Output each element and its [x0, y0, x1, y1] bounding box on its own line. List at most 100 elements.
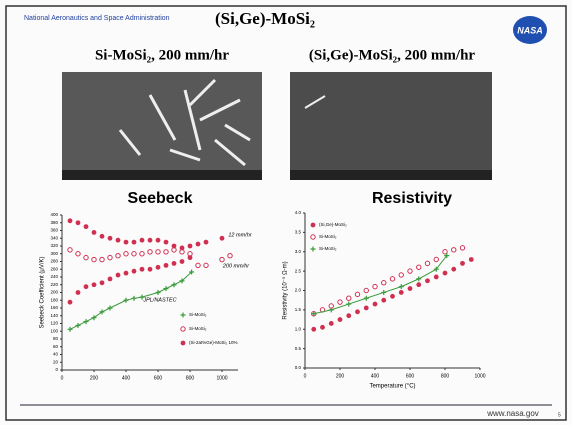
x-tick-label: 800 [186, 375, 195, 381]
annotation: JPL/NASTEC [142, 297, 176, 303]
y-tick-label: 4.0 [295, 210, 302, 215]
marker [408, 269, 412, 273]
marker [84, 224, 89, 229]
marker [164, 240, 169, 245]
panel-caption: (Si,Ge)-MoSi₂, 200 mm/hr [309, 47, 475, 63]
marker [132, 252, 136, 256]
x-tick-label: 200 [90, 375, 99, 381]
y-tick-label: 100 [50, 328, 58, 333]
marker [132, 269, 137, 274]
marker [347, 296, 351, 300]
y-tick-label: 400 [50, 212, 58, 217]
legend-label: (Si-2at%Ge)-MoSi₂ 10% [189, 340, 238, 345]
marker [320, 325, 325, 330]
y-tick-label: 0.5 [295, 346, 302, 351]
marker [84, 284, 89, 289]
y-tick-label: 3.5 [295, 230, 302, 235]
marker [140, 238, 145, 243]
x-tick-label: 1000 [474, 373, 485, 379]
x-axis-label: Temperature (°C) [369, 384, 415, 390]
marker [434, 275, 439, 280]
marker [399, 273, 403, 277]
legend-label: (Si,Ge)-MoSi₂ [319, 222, 347, 227]
marker [382, 281, 386, 285]
marker [355, 292, 359, 296]
marker [390, 277, 394, 281]
marker [434, 257, 438, 261]
y-tick-label: 2.0 [295, 288, 302, 293]
marker [124, 271, 129, 276]
marker [180, 246, 185, 251]
y-tick-label: 240 [50, 274, 58, 279]
footer-url: www.nasa.gov [486, 409, 539, 418]
marker [417, 265, 421, 269]
marker [172, 244, 177, 249]
y-tick-label: 160 [50, 305, 58, 310]
marker [416, 282, 421, 287]
annotation: 200 mm/hr [222, 263, 250, 269]
x-tick-label: 400 [371, 373, 380, 379]
y-tick-label: 340 [50, 235, 58, 240]
marker [148, 267, 153, 272]
marker [84, 255, 88, 259]
y-tick-label: 260 [50, 266, 58, 271]
marker [460, 246, 464, 250]
marker [140, 267, 145, 272]
marker [180, 259, 185, 264]
y-tick-label: 60 [53, 344, 59, 349]
x-tick-label: 0 [61, 375, 64, 381]
y-tick-label: 120 [50, 321, 58, 326]
marker [460, 261, 465, 266]
marker [76, 290, 81, 295]
slide: National Aeronautics and Space Administr… [0, 0, 572, 425]
marker [346, 313, 351, 318]
marker [311, 327, 316, 332]
marker [188, 255, 193, 260]
marker [196, 242, 201, 247]
y-tick-label: 380 [50, 220, 58, 225]
y-tick-label: 300 [50, 251, 58, 256]
x-tick-label: 1000 [216, 375, 227, 381]
marker [108, 277, 113, 282]
y-axis-label: Seebeck Coefficient (μV/K) [40, 256, 46, 328]
marker [68, 248, 72, 252]
y-tick-label: 80 [53, 336, 59, 341]
legend-marker [181, 341, 186, 346]
y-tick-label: 40 [53, 352, 59, 357]
y-tick-label: 1.0 [295, 326, 302, 331]
marker [124, 252, 128, 256]
y-tick-label: 140 [50, 313, 58, 318]
micrograph [62, 72, 262, 180]
marker [100, 234, 105, 239]
x-tick-label: 400 [122, 375, 131, 381]
marker [220, 236, 225, 241]
marker [164, 263, 169, 268]
legend-label: Si-MoSi₂ [189, 312, 207, 317]
agency: National Aeronautics and Space Administr… [24, 15, 170, 22]
marker [140, 252, 144, 256]
panel-caption: Si-MoSi₂, 200 mm/hr [95, 47, 229, 63]
x-tick-label: 200 [336, 373, 345, 379]
background [0, 0, 572, 425]
marker [408, 286, 413, 291]
logo: NASA [517, 25, 543, 35]
marker [338, 300, 342, 304]
micrograph [290, 72, 492, 180]
marker [108, 236, 113, 241]
y-tick-label: 3.0 [295, 249, 302, 254]
chart-title: Seebeck [128, 190, 193, 207]
marker [204, 240, 209, 245]
marker [425, 261, 429, 265]
marker [76, 252, 80, 256]
marker [364, 306, 369, 311]
y-tick-label: 280 [50, 259, 58, 264]
legend-marker [311, 235, 315, 239]
legend-marker [311, 223, 316, 228]
marker [338, 317, 343, 322]
x-tick-label: 600 [154, 375, 163, 381]
marker [452, 248, 456, 252]
marker [100, 257, 104, 261]
y-tick-label: 2.5 [295, 268, 302, 273]
x-tick-label: 800 [441, 373, 450, 379]
marker [156, 265, 161, 270]
